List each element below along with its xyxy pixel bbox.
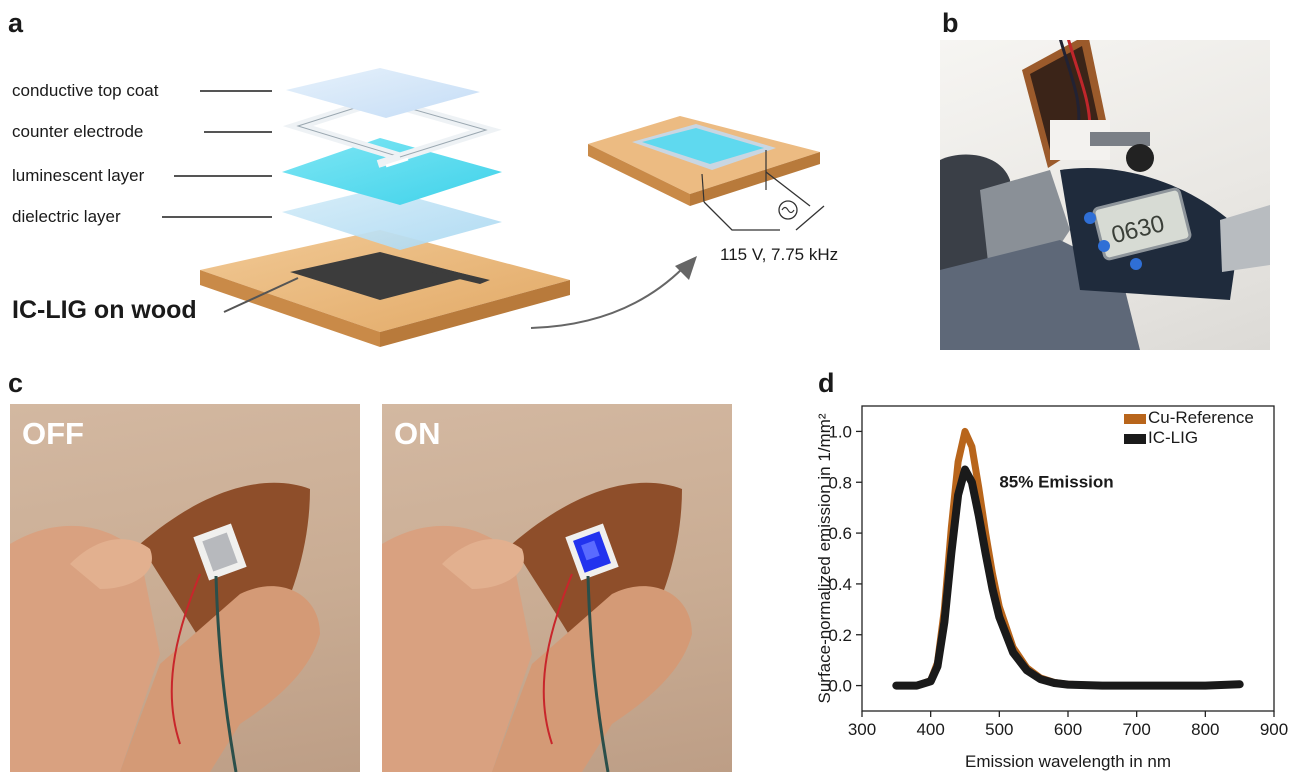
legend-label: IC-LIG [1148, 428, 1198, 447]
panel-letter-a: a [8, 8, 24, 38]
leader-dielectric-layer [162, 216, 272, 218]
x-tick-label: 300 [848, 720, 876, 739]
x-tick-label: 600 [1054, 720, 1082, 739]
conductive-top-coat [286, 68, 480, 118]
dielectric-layer [282, 188, 502, 250]
y-axis-label: Surface-normalized emission in 1/mm² [815, 413, 834, 703]
label-on: ON [394, 416, 441, 451]
ac-source-circuit [703, 171, 825, 231]
chart-annotation: 85% Emission [999, 472, 1113, 491]
luminescent-layer [282, 138, 502, 205]
el-stack-illustration [200, 68, 570, 347]
photo-on: ON [382, 404, 732, 772]
label-off: OFF [22, 416, 84, 451]
y-tick-label: 1.0 [828, 422, 852, 441]
x-tick-label: 400 [916, 720, 944, 739]
panel-letter-b: b [942, 8, 959, 38]
label-ic-lig-on-wood: IC-LIG on wood [12, 296, 197, 324]
chart-axes [856, 405, 1275, 717]
label-counter-electrode: counter electrode [12, 122, 144, 141]
legend-swatch [1124, 434, 1146, 444]
panel-letter-d: d [818, 368, 835, 398]
x-tick-label: 800 [1191, 720, 1219, 739]
micrometer-photo: 0630 [940, 40, 1270, 350]
label-conductive-top-coat: conductive top coat [12, 81, 159, 100]
leader-top-coat [200, 90, 272, 92]
y-tick-label: 0.8 [828, 473, 852, 492]
emission-spectrum-chart: 300 400 500 600 700 800 900 0.0 0.2 0.4 0.6 0.8 1.0 E… [815, 405, 1288, 771]
y-tick-label: 0.0 [828, 677, 852, 696]
label-dielectric-layer: dielectric layer [12, 207, 121, 226]
x-tick-label: 500 [985, 720, 1013, 739]
y-tick-label: 0.6 [828, 524, 852, 543]
drive-voltage-label: 115 V, 7.75 kHz [720, 245, 839, 264]
assembled-device [588, 116, 820, 206]
x-tick-label: 900 [1260, 720, 1288, 739]
leader-luminescent-layer [174, 175, 272, 177]
leader-counter-electrode [204, 131, 272, 133]
plot-frame [861, 405, 1275, 712]
assembly-arrow [530, 256, 697, 329]
photo-off: OFF [10, 404, 360, 772]
y-tick-label: 0.2 [828, 626, 852, 645]
legend-swatch [1124, 414, 1146, 424]
panel-letter-c: c [8, 368, 24, 398]
label-luminescent-layer: luminescent layer [12, 166, 145, 185]
x-axis-label: Emission wavelength in nm [965, 752, 1171, 771]
leader-ic-lig [223, 277, 299, 313]
legend-label: Cu-Reference [1148, 408, 1254, 427]
x-tick-label: 700 [1122, 720, 1150, 739]
y-tick-label: 0.4 [828, 575, 852, 594]
ic-lig-patch [290, 252, 490, 300]
chart-series [892, 427, 1244, 690]
series-line-ic-lig [892, 465, 1244, 690]
